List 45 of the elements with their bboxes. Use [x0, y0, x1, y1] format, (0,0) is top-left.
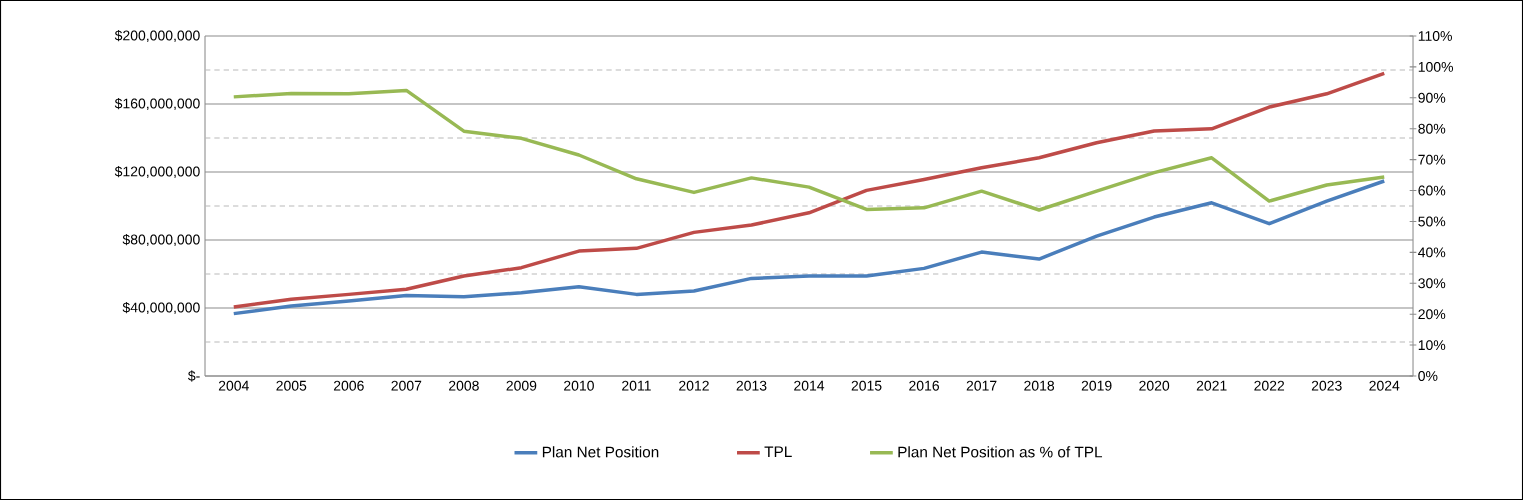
x-tick-label: 2006: [333, 380, 364, 391]
x-tick-label: 2017: [966, 380, 997, 391]
x-tick-label: 2012: [679, 380, 709, 391]
y2-tick-label: 110%: [1418, 31, 1452, 41]
x-tick-label: 2022: [1254, 380, 1285, 391]
x-tick-label: 2008: [449, 380, 479, 391]
x-tick-label: 2004: [218, 380, 249, 391]
y2-tick-label: 10%: [1418, 340, 1446, 351]
x-tick-label: 2020: [1139, 380, 1170, 391]
line-series: [232, 71, 1386, 309]
x-tick-label: 2018: [1024, 380, 1055, 391]
x-tick-label: 2021: [1196, 380, 1227, 391]
y2-tick-label: 20%: [1418, 309, 1446, 320]
x-tick-label: 2023: [1311, 380, 1342, 391]
x-tick-label: 2019: [1081, 380, 1112, 391]
y2-tick-label: 100%: [1418, 61, 1454, 72]
y-tick-label: $200,000,000: [114, 29, 200, 43]
x-tick-label: 2015: [851, 380, 882, 391]
y-tick-label: $80,000,000: [122, 233, 200, 247]
x-tick-label: 2016: [909, 380, 940, 391]
x-tick-label: 2011: [622, 380, 651, 391]
x-tick-label: 2010: [564, 380, 594, 391]
y2-tick-label: 50%: [1418, 216, 1446, 227]
x-tick-label: 2007: [391, 380, 422, 391]
y2-tick-label: 80%: [1418, 123, 1446, 134]
y2-tick-label: 90%: [1418, 92, 1446, 103]
y2-tick-label: 70%: [1418, 154, 1446, 165]
x-tick-label: 2014: [794, 380, 825, 391]
line-series: [232, 179, 1386, 316]
y-tick-label: $160,000,000: [114, 97, 200, 111]
x-tick-label: 2009: [506, 380, 537, 391]
y-tick-label: $40,000,000: [122, 301, 200, 315]
x-tick-label: 2024: [1369, 380, 1400, 391]
y-tick-label: $120,000,000: [114, 165, 200, 179]
y2-tick-label: 30%: [1418, 278, 1446, 289]
legend-label: Plan Net Position: [542, 446, 659, 458]
y-tick-label: $-: [187, 370, 200, 382]
legend-label: TPL: [764, 446, 792, 458]
line-series: [232, 88, 1386, 212]
x-tick-label: 2005: [276, 380, 307, 391]
y2-tick-label: 60%: [1418, 185, 1446, 196]
y2-tick-label: 40%: [1418, 247, 1446, 258]
legend-label: Plan Net Position as % of TPL: [898, 446, 1103, 458]
y2-tick-label: 0%: [1418, 371, 1438, 381]
x-tick-label: 2013: [736, 380, 767, 391]
